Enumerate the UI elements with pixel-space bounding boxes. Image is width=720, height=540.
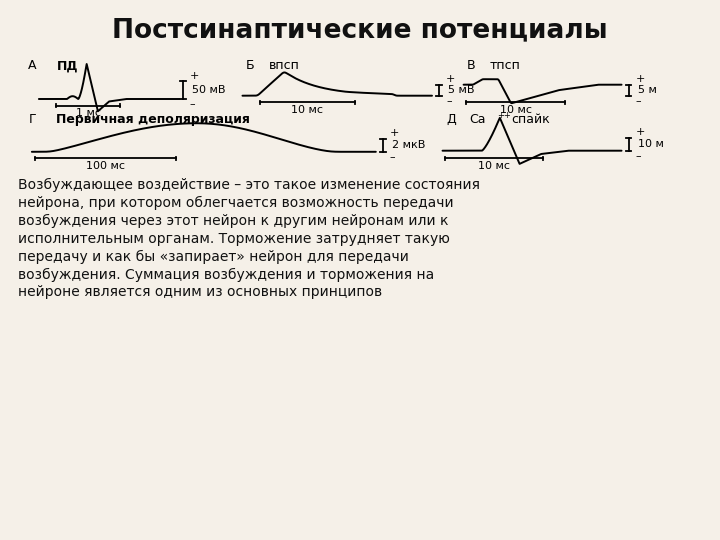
Text: –: –	[190, 99, 195, 110]
Text: тпсп: тпсп	[490, 59, 521, 72]
Text: +: +	[190, 71, 199, 81]
Text: 5 м: 5 м	[638, 85, 657, 95]
Text: +: +	[390, 128, 400, 138]
Text: В: В	[467, 59, 476, 72]
Text: –: –	[446, 96, 451, 106]
Text: ПД: ПД	[56, 59, 78, 72]
Text: А: А	[28, 59, 37, 72]
Text: 1 мс: 1 мс	[76, 109, 101, 118]
Text: 2 мкВ: 2 мкВ	[392, 140, 426, 150]
Text: 10 м: 10 м	[638, 139, 664, 149]
Text: Г: Г	[28, 113, 36, 126]
Text: 10 мс: 10 мс	[500, 105, 531, 115]
Text: 10 мс: 10 мс	[478, 161, 510, 171]
Text: 100 мс: 100 мс	[86, 161, 125, 171]
Text: –: –	[636, 151, 642, 161]
Text: 10 мс: 10 мс	[292, 105, 323, 115]
Text: +: +	[636, 127, 645, 137]
Text: +: +	[446, 74, 456, 84]
Text: +: +	[636, 74, 645, 84]
Text: –: –	[390, 152, 395, 163]
Text: ++: ++	[498, 111, 511, 120]
Text: спайк: спайк	[511, 113, 550, 126]
Text: 5 мВ: 5 мВ	[448, 85, 474, 95]
Text: впсп: впсп	[269, 59, 300, 72]
Text: Д: Д	[446, 113, 456, 126]
Text: Возбуждающее воздействие – это такое изменение состояния
нейрона, при котором об: Возбуждающее воздействие – это такое изм…	[18, 178, 480, 300]
Text: Постсинаптические потенциалы: Постсинаптические потенциалы	[112, 17, 608, 43]
Text: 50 мВ: 50 мВ	[192, 85, 225, 95]
Text: Б: Б	[246, 59, 255, 72]
Text: Первичная деполяризация: Первичная деполяризация	[56, 113, 251, 126]
Text: Ca: Ca	[469, 113, 486, 126]
Text: –: –	[636, 96, 642, 106]
